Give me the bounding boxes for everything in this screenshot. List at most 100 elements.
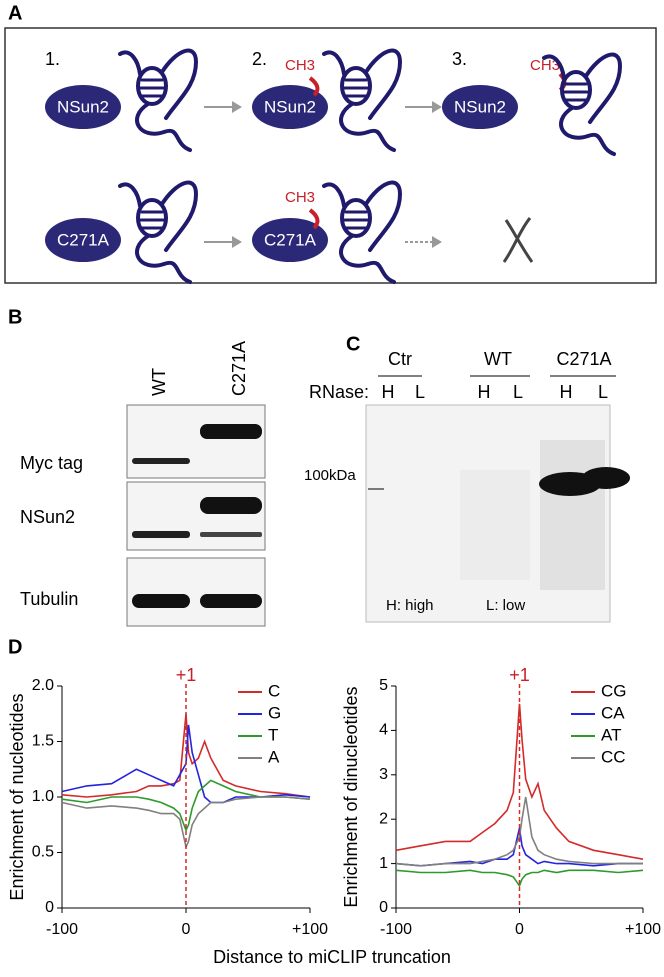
- group-label: C271A: [556, 349, 611, 369]
- x-tick-label: 0: [182, 921, 191, 938]
- band: [582, 467, 630, 489]
- legend-label: AT: [601, 725, 621, 744]
- methyl-label: CH3: [530, 57, 560, 74]
- legend-label: G: [268, 703, 281, 722]
- band: [200, 594, 262, 608]
- band: [200, 497, 262, 514]
- enzyme: [442, 85, 518, 129]
- smear: [460, 470, 530, 580]
- legend-label: T: [268, 725, 278, 744]
- arrow-head: [432, 101, 442, 113]
- y-tick-label: 0: [379, 899, 388, 916]
- enzyme-label: NSun2: [264, 97, 316, 116]
- y-tick-label: 1: [379, 855, 388, 872]
- row-label: Tubulin: [20, 589, 78, 609]
- lane-label: H: [560, 382, 573, 402]
- enzyme: [45, 85, 121, 129]
- y-axis-label: Enrichment of dinucleotides: [341, 686, 361, 907]
- x-tick-label: 0: [515, 921, 524, 938]
- cross: [502, 217, 534, 263]
- band: [200, 532, 262, 537]
- methyl-link: [308, 208, 320, 230]
- line-series: [395, 796, 643, 867]
- lane-label: L: [513, 382, 523, 402]
- annotation: +1: [509, 665, 530, 685]
- group-label: WT: [484, 349, 512, 369]
- enzyme-label: NSun2: [454, 97, 506, 116]
- rna: [322, 180, 402, 284]
- band: [132, 458, 190, 464]
- rnase-label: RNase:: [309, 382, 369, 402]
- column-label: C271A: [229, 341, 249, 396]
- panel-b: WT C271A Myc tag NSun2 Tubulin: [20, 341, 266, 627]
- y-axis-label: Enrichment of nucleotides: [7, 693, 27, 900]
- enzyme-label: NSun2: [57, 97, 109, 116]
- band: [132, 531, 190, 538]
- panel-label: D: [8, 636, 22, 658]
- y-tick-label: 5: [379, 677, 388, 694]
- blot: [126, 481, 266, 551]
- legend-label: C: [268, 681, 280, 700]
- lane-label: H: [382, 382, 395, 402]
- rna: [322, 48, 402, 152]
- y-tick-label: 2: [379, 810, 388, 827]
- lane-label: L: [415, 382, 425, 402]
- step-label: 1.: [45, 49, 60, 69]
- methyl-label: CH3: [285, 57, 315, 74]
- rna: [118, 48, 198, 152]
- line-series: [61, 779, 311, 833]
- column-label: WT: [149, 368, 169, 396]
- panel-a-frame: [4, 27, 657, 284]
- x-axis-label: Distance to miCLIP truncation: [213, 947, 451, 967]
- lane-label: L: [598, 382, 608, 402]
- enzyme: [45, 218, 121, 262]
- smear: [540, 440, 605, 590]
- methyl-label: CH3: [285, 189, 315, 206]
- x-tick-label: +100: [625, 921, 661, 938]
- legend-label: A: [268, 747, 280, 766]
- panel-c: Ctr WT C271A RNase: H L H L H L 100kDa H…: [304, 349, 630, 623]
- y-tick-label: 1.5: [32, 733, 54, 750]
- x-tick-label: -100: [46, 921, 78, 938]
- enzyme-label: C271A: [57, 230, 110, 249]
- panel-label: C: [346, 333, 360, 355]
- y-tick-label: 4: [379, 722, 388, 739]
- step-label: 3.: [452, 49, 467, 69]
- methyl-link: [308, 76, 320, 97]
- annotation: +1: [176, 665, 197, 685]
- legend-label: CC: [601, 747, 626, 766]
- legend-label: CA: [601, 703, 625, 722]
- band: [132, 594, 190, 608]
- arrow-head: [232, 236, 242, 248]
- step-label: 2.: [252, 49, 267, 69]
- row-label: Myc tag: [20, 453, 83, 473]
- line-series: [395, 703, 644, 860]
- band: [200, 424, 262, 439]
- arrow-head: [232, 101, 242, 113]
- enzyme-label: C271A: [264, 230, 317, 249]
- y-tick-label: 0: [45, 899, 54, 916]
- line-series: [395, 869, 644, 888]
- legend-text: L: low: [486, 597, 525, 614]
- x-tick-label: -100: [380, 921, 412, 938]
- line-series: [395, 827, 643, 867]
- panel-a: 1. 2. 3. NSun2 NSun2 CH3 NSun2 CH3 C271A…: [45, 48, 622, 284]
- legend-text: H: high: [386, 597, 434, 614]
- line-series: [61, 724, 311, 804]
- enzyme: [252, 85, 328, 129]
- y-tick-label: 2.0: [32, 677, 54, 694]
- blot: [126, 557, 266, 627]
- x-tick-label: +100: [292, 921, 328, 938]
- panel-label: A: [8, 2, 22, 24]
- marker-label: 100kDa: [304, 467, 356, 484]
- row-label: NSun2: [20, 507, 75, 527]
- rna: [118, 180, 198, 284]
- y-tick-label: 0.5: [32, 844, 54, 861]
- group-label: Ctr: [388, 349, 412, 369]
- lane-label: H: [478, 382, 491, 402]
- enzyme: [252, 218, 328, 262]
- y-tick-label: 1.0: [32, 788, 54, 805]
- line-series: [61, 796, 311, 850]
- legend-label: CG: [601, 681, 627, 700]
